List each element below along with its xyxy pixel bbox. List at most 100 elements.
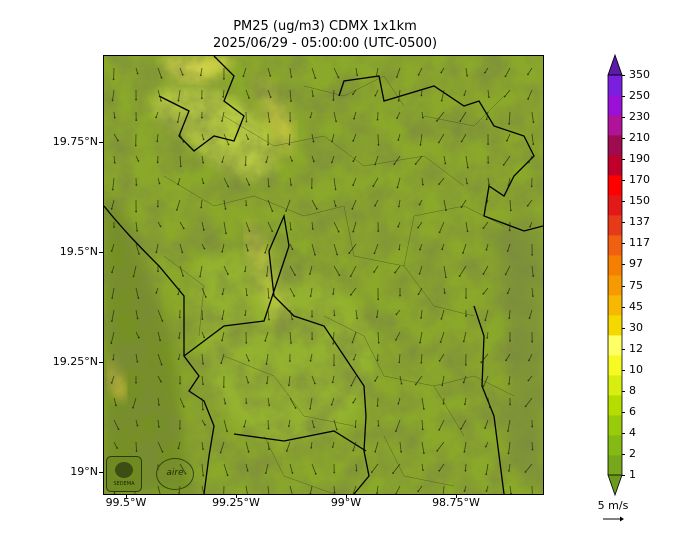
wind-vector [350, 265, 357, 277]
wind-vector-head [376, 492, 378, 494]
wind-vector-head [507, 430, 509, 432]
wind-vector [113, 441, 118, 449]
wind-vector [266, 265, 269, 276]
wind-vector-head [110, 342, 113, 345]
wind-vector-head [374, 163, 377, 166]
wind-vector-head [437, 141, 440, 144]
wind-vector-head [203, 247, 206, 250]
wind-vector-head [487, 161, 490, 164]
wind-vector [111, 265, 115, 273]
wind-vector [507, 287, 511, 294]
wind-vector [355, 67, 358, 76]
wind-vector [157, 397, 160, 405]
wind-vector-head [293, 295, 296, 297]
wind-vector [157, 67, 162, 78]
wind-vector-head [158, 403, 160, 406]
wind-vector [483, 375, 489, 387]
wind-vector [438, 177, 445, 185]
wind-vector-head [422, 407, 425, 410]
wind-vector-head [395, 430, 397, 433]
wind-vector [267, 485, 270, 494]
wind-vector-head [482, 273, 485, 275]
wind-vector-head [313, 426, 315, 429]
wind-vector-head [221, 318, 224, 320]
wind-vector-head [200, 206, 203, 209]
wind-vector-head [349, 293, 352, 296]
colorbar-tick [622, 390, 625, 392]
wind-vector [420, 353, 423, 363]
wind-vector [374, 243, 379, 254]
wind-vector [333, 243, 338, 255]
wind-vector [531, 265, 534, 277]
wind-vector-head [464, 403, 466, 406]
wind-vector-head [463, 94, 466, 96]
wind-vector [289, 265, 296, 276]
wind-vector-head [485, 473, 488, 476]
wind-vector [200, 199, 203, 208]
colorbar-tick [622, 138, 625, 140]
wind-vector [459, 265, 467, 277]
colorbar-band [608, 135, 622, 156]
colorbar-band [608, 215, 622, 236]
wind-vector [266, 375, 269, 384]
wind-vector [480, 353, 489, 363]
colorbar-band [608, 275, 622, 296]
colorbar-outline [607, 74, 623, 476]
wind-vector-head [509, 209, 512, 212]
wind-vector-head [182, 140, 185, 143]
wind-vector-head [290, 76, 293, 78]
wind-vector [243, 419, 247, 427]
wind-vector [333, 67, 339, 78]
wind-vector-head [177, 293, 180, 296]
wind-vector-head [418, 203, 421, 206]
wind-vector-head [221, 120, 223, 122]
y-tick-label: 19.25°N [52, 355, 98, 368]
wind-vector [245, 353, 250, 361]
wind-vector-head [309, 407, 312, 410]
wind-vector-head [135, 381, 137, 384]
colorbar-level-label: 12 [629, 341, 643, 355]
wind-vector-head [418, 272, 421, 275]
wind-vector-head [376, 118, 379, 121]
wind-vector-head [508, 317, 511, 320]
wind-vector [311, 67, 316, 79]
wind-vector-head [178, 492, 181, 494]
wind-vector-head [135, 184, 138, 186]
wind-vector-head [135, 450, 138, 453]
wind-vector-head [440, 99, 443, 102]
wind-vector-head [160, 363, 163, 366]
wind-vector-head [356, 317, 359, 320]
wind-vector-head [221, 339, 223, 342]
state-boundaries [104, 56, 543, 494]
wind-vector-head [285, 210, 287, 212]
wind-vector-head [436, 450, 439, 452]
colorbar-band [608, 75, 622, 96]
wind-vector-head [526, 204, 529, 207]
wind-vector [484, 199, 489, 208]
colorbar-tick [622, 348, 625, 350]
wind-vector [245, 133, 249, 140]
wind-vector [508, 309, 511, 319]
wind-vector-head [527, 379, 530, 382]
wind-vector-head [334, 188, 337, 191]
wind-vector-head [246, 294, 248, 297]
wind-vector [375, 67, 379, 77]
wind-vector [245, 89, 250, 99]
wind-vector [157, 353, 163, 365]
colorbar-band [608, 195, 622, 216]
wind-vector-head [159, 339, 162, 342]
wind-vector [465, 221, 468, 232]
x-tick [236, 494, 237, 498]
wind-vector-head [527, 161, 530, 164]
wind-vector [267, 441, 270, 450]
wind-vector [507, 243, 511, 252]
wind-vector-head [137, 336, 140, 339]
wind-vector-head [398, 361, 401, 364]
wind-vector [223, 265, 229, 275]
wind-vector-head [110, 250, 113, 252]
wind-vector-head [484, 206, 487, 208]
wind-vector [289, 485, 293, 494]
wind-vector-head [136, 72, 139, 75]
wind-vector-head [268, 448, 270, 451]
wind-vector-head [179, 165, 182, 168]
